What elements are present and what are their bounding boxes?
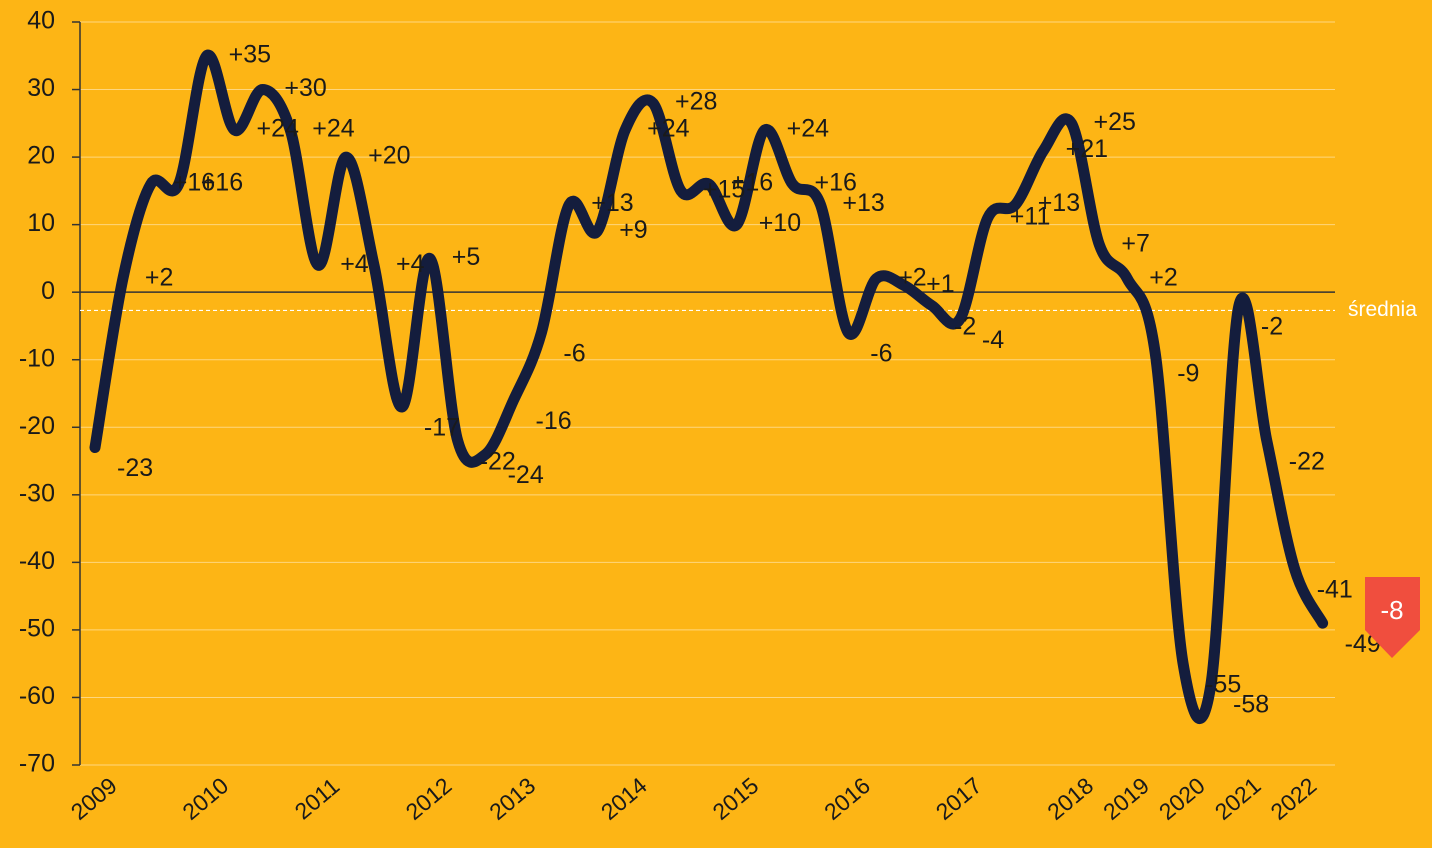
data-label: +11 — [1010, 202, 1051, 230]
data-label: +24 — [787, 115, 830, 143]
data-label: +7 — [1121, 230, 1150, 258]
y-tick-label: -30 — [19, 479, 55, 507]
data-label: +20 — [368, 142, 410, 170]
y-tick-label: 40 — [27, 7, 55, 35]
y-tick-label: 20 — [27, 142, 55, 170]
data-label: +30 — [284, 74, 326, 102]
data-label: -4 — [982, 326, 1004, 354]
average-label: średnia — [1348, 298, 1417, 321]
y-tick-label: 10 — [27, 209, 55, 237]
data-label: +24 — [257, 115, 300, 143]
line — [89, 49, 1329, 724]
y-tick-label: -40 — [19, 547, 55, 575]
data-label: +24 — [647, 115, 690, 143]
data-label: +9 — [619, 216, 648, 244]
data-label: -24 — [508, 461, 544, 489]
data-label: +13 — [591, 189, 633, 217]
data-label: -16 — [536, 407, 572, 435]
data-label: +2 — [898, 263, 927, 291]
data-label: +24 — [312, 115, 355, 143]
data-label: +5 — [452, 243, 481, 271]
data-label: +16 — [815, 169, 857, 197]
y-tick-label: -60 — [19, 682, 55, 710]
data-label: +25 — [1094, 108, 1136, 136]
data-label: +16 — [201, 169, 243, 197]
y-tick-label: -20 — [19, 412, 55, 440]
y-tick-label: -70 — [19, 750, 55, 778]
data-label: +1 — [926, 270, 955, 298]
data-label: +13 — [1038, 189, 1080, 217]
badge-label: -8 — [1380, 595, 1403, 625]
data-label: -9 — [1177, 360, 1199, 388]
data-label: -22 — [1289, 447, 1325, 475]
data-label: -23 — [117, 454, 153, 482]
data-label: +15 — [703, 175, 745, 203]
y-tick-label: -50 — [19, 615, 55, 643]
data-label: -17 — [424, 414, 460, 442]
data-label: -55 — [1205, 670, 1241, 698]
data-label: -22 — [480, 447, 516, 475]
data-label: +35 — [229, 40, 271, 68]
data-label: -2 — [1261, 312, 1283, 340]
data-label: +10 — [759, 209, 801, 237]
data-label: -6 — [563, 339, 585, 367]
badge — [1365, 577, 1420, 658]
data-label: +2 — [1149, 263, 1178, 291]
y-tick-label: 0 — [41, 277, 55, 305]
data-label: +2 — [145, 263, 174, 291]
data-label: +28 — [675, 88, 717, 116]
data-label: +4 — [340, 250, 369, 278]
data-label: -6 — [870, 339, 892, 367]
data-label: +16 — [731, 169, 773, 197]
data-label: +16 — [173, 169, 215, 197]
y-tick-label: -10 — [19, 344, 55, 372]
data-label: +21 — [1066, 135, 1108, 163]
y-tick-label: 30 — [27, 74, 55, 102]
data-label: +13 — [842, 189, 884, 217]
data-label: -58 — [1233, 691, 1269, 719]
data-label: +4 — [396, 250, 425, 278]
data-label: -41 — [1317, 576, 1353, 604]
data-label: -2 — [954, 312, 976, 340]
